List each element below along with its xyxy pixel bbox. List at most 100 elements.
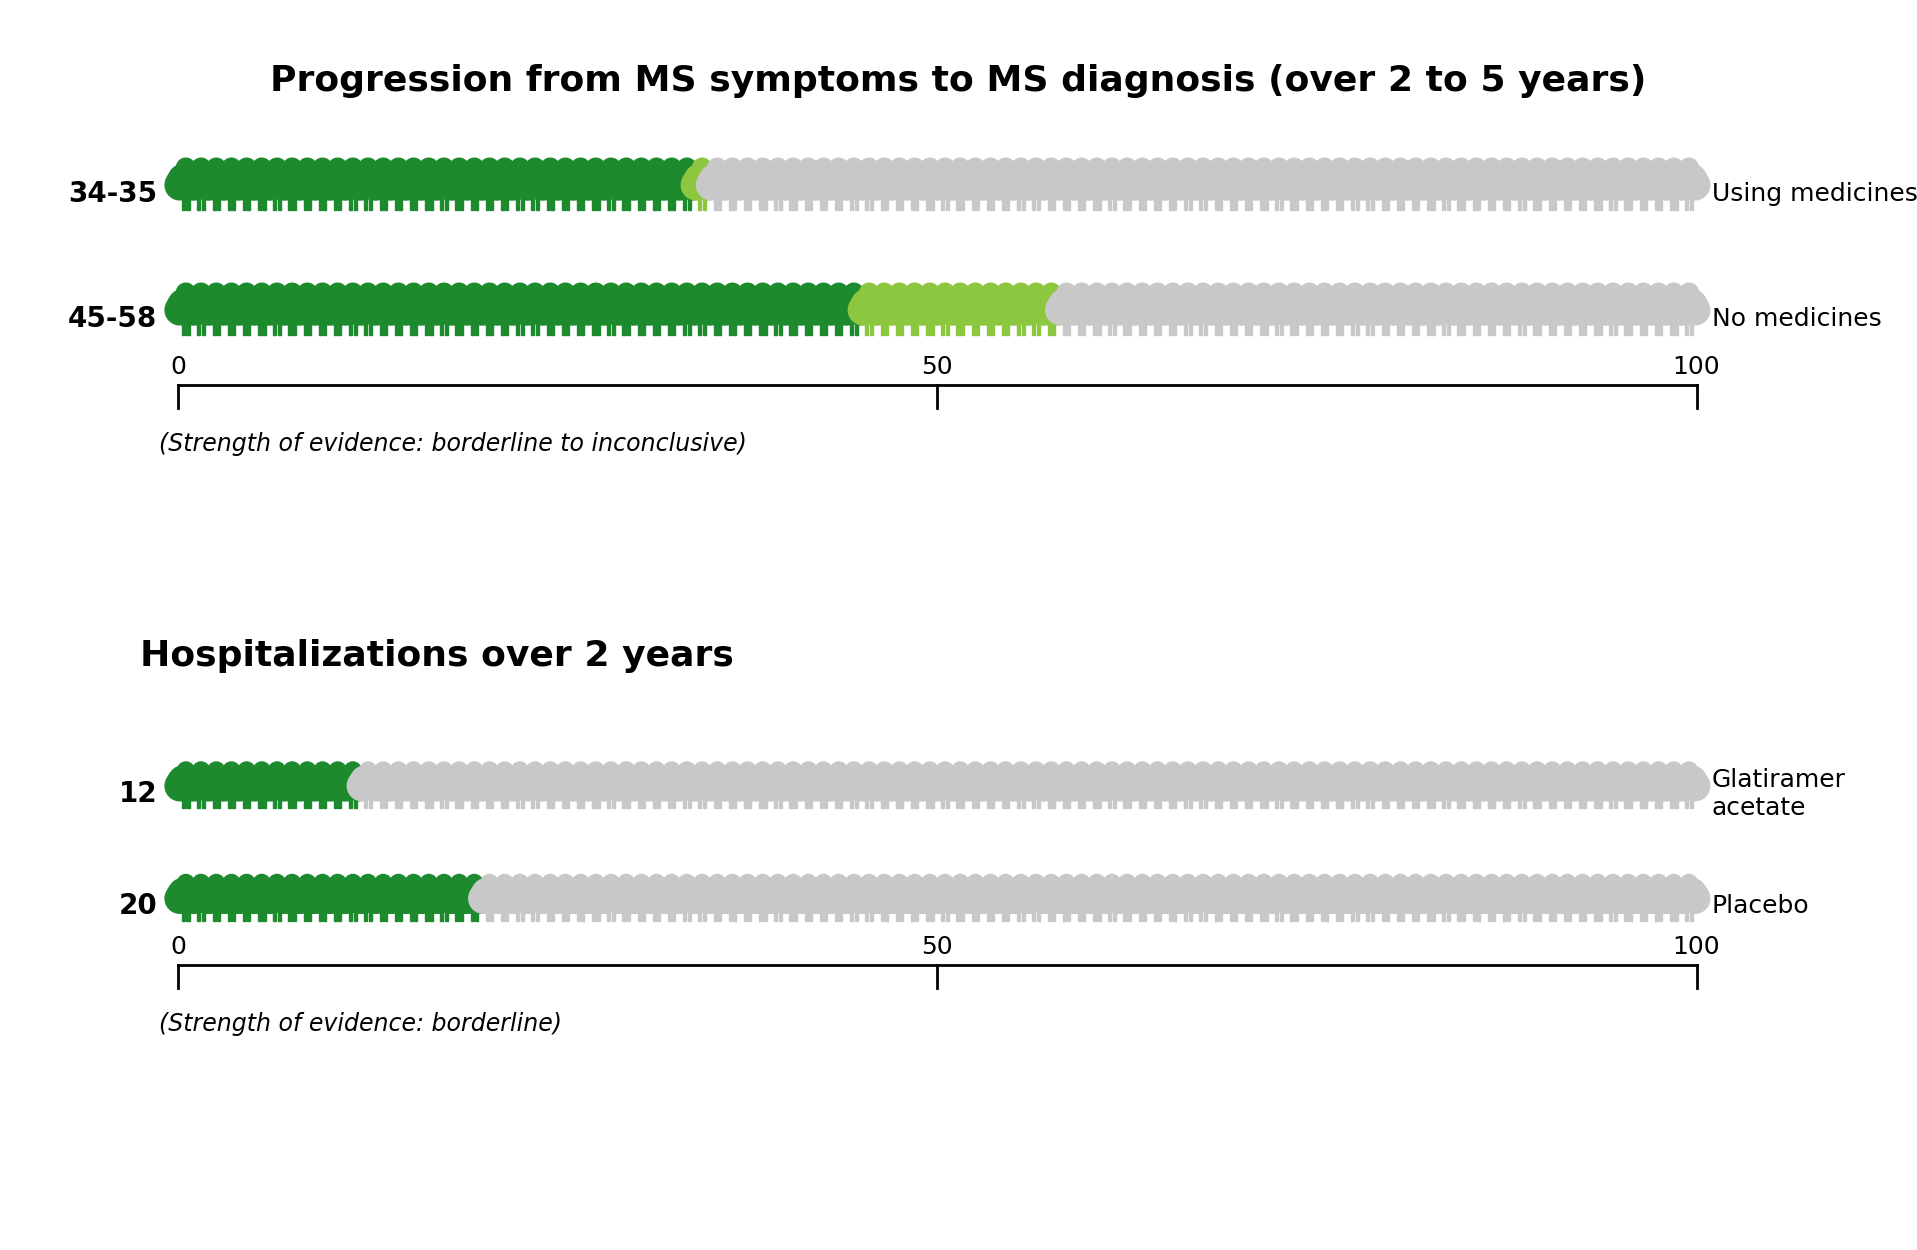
Circle shape [920,874,939,892]
Polygon shape [794,198,797,210]
Polygon shape [1018,781,1026,798]
Circle shape [1028,874,1045,892]
Polygon shape [334,322,337,335]
Polygon shape [368,198,372,210]
Polygon shape [698,198,702,210]
Polygon shape [399,322,403,335]
Circle shape [1240,761,1258,780]
Polygon shape [728,304,736,322]
Polygon shape [197,781,205,798]
Polygon shape [1022,198,1026,210]
Polygon shape [1614,322,1616,335]
Polygon shape [521,322,523,335]
Polygon shape [972,894,980,910]
Polygon shape [880,322,884,335]
Circle shape [1346,761,1365,780]
Circle shape [1148,282,1167,302]
Polygon shape [1215,322,1217,335]
Polygon shape [577,304,585,322]
Polygon shape [1351,304,1359,322]
Polygon shape [395,179,403,198]
Polygon shape [1185,322,1187,335]
Polygon shape [836,781,842,798]
Circle shape [1420,158,1442,177]
Polygon shape [1169,179,1177,198]
Circle shape [1041,282,1062,302]
Polygon shape [334,179,341,198]
Polygon shape [1047,894,1054,910]
Polygon shape [667,304,675,322]
Circle shape [176,874,196,892]
Polygon shape [1351,910,1353,920]
Polygon shape [1123,894,1131,910]
Polygon shape [353,910,357,920]
Polygon shape [592,322,594,335]
Polygon shape [1108,781,1116,798]
Polygon shape [623,198,625,210]
Polygon shape [531,781,539,798]
Polygon shape [728,798,732,808]
Polygon shape [1200,304,1208,322]
Polygon shape [1413,304,1419,322]
Circle shape [571,874,590,892]
Circle shape [192,761,211,780]
Polygon shape [1382,781,1390,798]
Circle shape [997,761,1014,780]
Polygon shape [535,322,539,335]
Polygon shape [1215,179,1221,198]
Polygon shape [1386,910,1390,920]
Polygon shape [1537,910,1541,920]
Polygon shape [1534,781,1541,798]
Polygon shape [836,910,838,920]
Polygon shape [1355,910,1359,920]
Circle shape [1102,761,1121,780]
Polygon shape [303,304,311,322]
Text: 100: 100 [1674,355,1720,379]
Circle shape [1438,761,1455,780]
Polygon shape [1639,322,1643,335]
Text: (Strength of evidence: borderline to inconclusive): (Strength of evidence: borderline to inc… [159,432,748,456]
Text: Placebo: Placebo [1712,894,1810,919]
Polygon shape [790,781,797,798]
Circle shape [1087,874,1106,892]
Polygon shape [1003,179,1010,198]
Circle shape [1256,874,1273,892]
Circle shape [707,158,727,177]
Circle shape [615,282,636,302]
Polygon shape [794,910,797,920]
Polygon shape [759,910,763,920]
Polygon shape [491,198,493,210]
Polygon shape [1204,798,1208,808]
Polygon shape [1488,198,1491,210]
Polygon shape [274,798,276,808]
Circle shape [297,158,318,177]
Polygon shape [1143,198,1146,210]
Polygon shape [1325,910,1328,920]
Polygon shape [673,322,675,335]
Polygon shape [1488,894,1495,910]
Polygon shape [627,322,631,335]
Circle shape [525,874,544,892]
Polygon shape [217,322,220,335]
Polygon shape [926,198,930,210]
Polygon shape [1123,179,1131,198]
Polygon shape [1413,798,1415,808]
Polygon shape [1123,322,1127,335]
Polygon shape [805,322,807,335]
Circle shape [1467,158,1486,177]
Circle shape [648,761,665,780]
Circle shape [1238,158,1259,177]
Circle shape [343,761,362,780]
Polygon shape [1123,198,1127,210]
Polygon shape [1534,910,1537,920]
Polygon shape [445,910,449,920]
Polygon shape [364,322,368,335]
Polygon shape [1564,910,1566,920]
Circle shape [1390,158,1411,177]
Circle shape [312,761,332,780]
Polygon shape [1083,198,1085,210]
Circle shape [1438,874,1455,892]
Polygon shape [243,910,245,920]
Circle shape [510,761,529,780]
Polygon shape [1426,179,1434,198]
